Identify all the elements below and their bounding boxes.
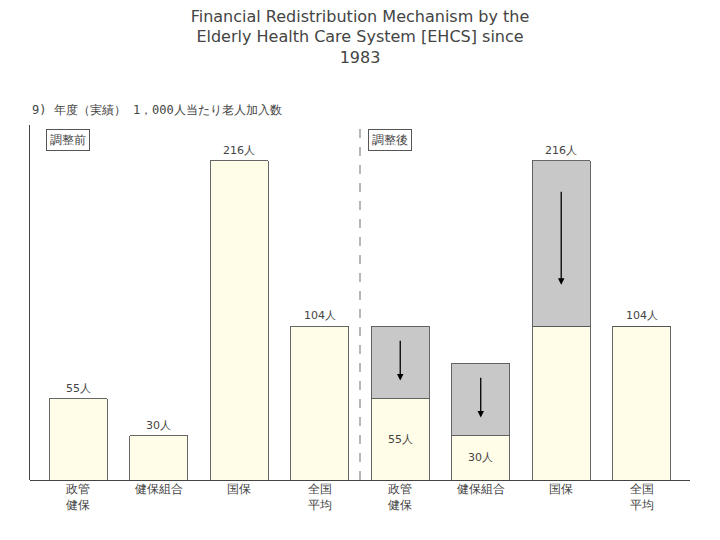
svg-text:Financial Redistribution Mecha: Financial Redistribution Mechanism by th… xyxy=(191,7,530,68)
svg-text:政管健保: 政管健保 xyxy=(388,482,412,512)
svg-text:30人: 30人 xyxy=(468,451,493,464)
svg-text:9) 年度（実績） 1，000人当たり老人加入数: 9) 年度（実績） 1，000人当たり老人加入数 xyxy=(32,103,282,117)
svg-text:健保組合: 健保組合 xyxy=(457,482,505,496)
svg-text:55人: 55人 xyxy=(66,382,91,395)
svg-text:全国平均: 全国平均 xyxy=(630,482,654,512)
svg-text:調整後: 調整後 xyxy=(372,133,408,147)
svg-text:104人: 104人 xyxy=(304,309,336,322)
svg-text:104人: 104人 xyxy=(626,309,658,322)
svg-text:全国平均: 全国平均 xyxy=(308,482,332,512)
svg-text:国保: 国保 xyxy=(549,482,573,496)
svg-text:30人: 30人 xyxy=(146,419,171,432)
svg-text:国保: 国保 xyxy=(227,482,251,496)
svg-text:55人: 55人 xyxy=(388,433,413,446)
svg-text:216人: 216人 xyxy=(545,144,577,157)
svg-text:健保組合: 健保組合 xyxy=(135,482,183,496)
svg-text:政管健保: 政管健保 xyxy=(66,482,90,512)
svg-text:216人: 216人 xyxy=(223,144,255,157)
svg-text:調整前: 調整前 xyxy=(50,133,86,147)
